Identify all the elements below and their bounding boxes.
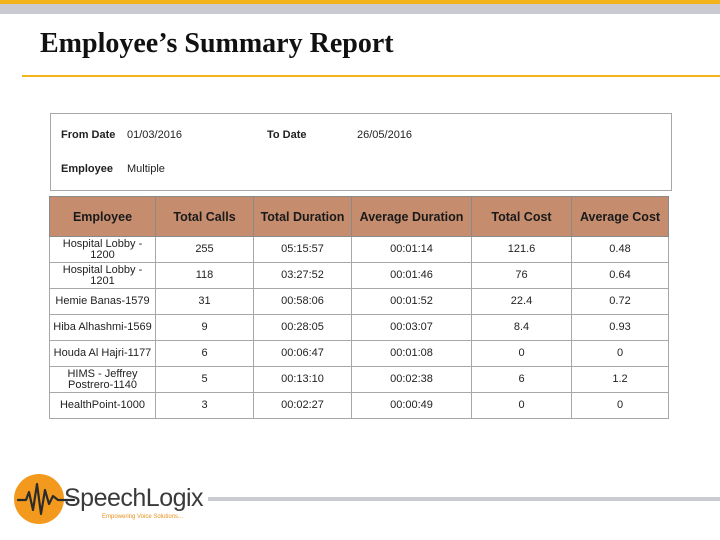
total-duration-cell: 00:28:05 (253, 314, 352, 341)
to-date-value: 26/05/2016 (357, 129, 413, 141)
average-cost-cell: 0 (571, 392, 669, 419)
average-duration-cell: 00:01:08 (351, 340, 472, 367)
average-duration-cell: 00:01:46 (351, 262, 472, 289)
table-row: Hemie Banas-1579 31 00:58:06 00:01:52 22… (49, 288, 669, 315)
average-cost-cell: 1.2 (571, 366, 669, 393)
top-accent-bar (0, 0, 720, 14)
average-cost-cell: 0.48 (571, 236, 669, 263)
total-duration-cell: 00:06:47 (253, 340, 352, 367)
table-row: Hospital Lobby - 1200 255 05:15:57 00:01… (49, 236, 669, 263)
top-grey-stripe (0, 4, 720, 14)
average-duration-cell: 00:00:49 (351, 392, 472, 419)
total-cost-cell: 8.4 (471, 314, 572, 341)
table-row: Hiba Alhashmi-1569 9 00:28:05 00:03:07 8… (49, 314, 669, 341)
top-gold-stripe (0, 0, 720, 4)
total-cost-cell: 22.4 (471, 288, 572, 315)
total-cost-cell: 6 (471, 366, 572, 393)
total-calls-cell: 6 (155, 340, 254, 367)
employee-cell: Hiba Alhashmi-1569 (49, 314, 156, 341)
report-filter-panel: From Date 01/03/2016 To Date 26/05/2016 … (50, 113, 672, 191)
employee-value: Multiple (127, 163, 165, 175)
table-row: HIMS - Jeffrey Postrero-1140 5 00:13:10 … (49, 366, 669, 393)
employee-cell: HealthPoint-1000 (49, 392, 156, 419)
from-date-label: From Date (61, 129, 116, 141)
table-header-row: Employee Total Calls Total Duration Aver… (49, 196, 669, 237)
average-duration-cell: 00:01:14 (351, 236, 472, 263)
speechlogix-logo: SpeechLogix Empowering Voice Solutions..… (14, 474, 214, 528)
table-row: HealthPoint-1000 3 00:02:27 00:00:49 0 0 (49, 392, 669, 419)
title-underline (22, 75, 720, 77)
table-row: Houda Al Hajri-1177 6 00:06:47 00:01:08 … (49, 340, 669, 367)
brand-name: SpeechLogix (64, 484, 204, 512)
total-duration-cell: 03:27:52 (253, 262, 352, 289)
total-duration-cell: 00:13:10 (253, 366, 352, 393)
table-row: Hospital Lobby - 1201 118 03:27:52 00:01… (49, 262, 669, 289)
column-header-average-duration: Average Duration (351, 196, 472, 237)
average-cost-cell: 0.64 (571, 262, 669, 289)
employee-cell: Hemie Banas-1579 (49, 288, 156, 315)
average-cost-cell: 0.93 (571, 314, 669, 341)
slide-title: Employee’s Summary Report (40, 28, 394, 59)
employee-cell: HIMS - Jeffrey Postrero-1140 (49, 366, 156, 393)
from-date-value: 01/03/2016 (127, 129, 183, 141)
total-duration-cell: 00:02:27 (253, 392, 352, 419)
column-header-average-cost: Average Cost (571, 196, 669, 237)
total-calls-cell: 5 (155, 366, 254, 393)
total-cost-cell: 121.6 (471, 236, 572, 263)
employee-summary-table: Employee Total Calls Total Duration Aver… (49, 196, 669, 419)
total-calls-cell: 255 (155, 236, 254, 263)
total-cost-cell: 0 (471, 392, 572, 419)
total-duration-cell: 00:58:06 (253, 288, 352, 315)
total-calls-cell: 9 (155, 314, 254, 341)
column-header-total-cost: Total Cost (471, 196, 572, 237)
employee-cell: Hospital Lobby - 1200 (49, 236, 156, 263)
column-header-employee: Employee (49, 196, 156, 237)
employee-cell: Houda Al Hajri-1177 (49, 340, 156, 367)
average-cost-cell: 0 (571, 340, 669, 367)
average-cost-cell: 0.72 (571, 288, 669, 315)
column-header-total-duration: Total Duration (253, 196, 352, 237)
average-duration-cell: 00:03:07 (351, 314, 472, 341)
total-cost-cell: 0 (471, 340, 572, 367)
employee-label: Employee (61, 163, 113, 175)
brand-tagline: Empowering Voice Solutions... (102, 514, 184, 520)
total-calls-cell: 31 (155, 288, 254, 315)
average-duration-cell: 00:01:52 (351, 288, 472, 315)
total-calls-cell: 118 (155, 262, 254, 289)
average-duration-cell: 00:02:38 (351, 366, 472, 393)
to-date-label: To Date (267, 129, 307, 141)
total-cost-cell: 76 (471, 262, 572, 289)
total-calls-cell: 3 (155, 392, 254, 419)
footer-divider (208, 497, 720, 501)
total-duration-cell: 05:15:57 (253, 236, 352, 263)
column-header-total-calls: Total Calls (155, 196, 254, 237)
soundwave-icon (16, 482, 76, 516)
employee-cell: Hospital Lobby - 1201 (49, 262, 156, 289)
